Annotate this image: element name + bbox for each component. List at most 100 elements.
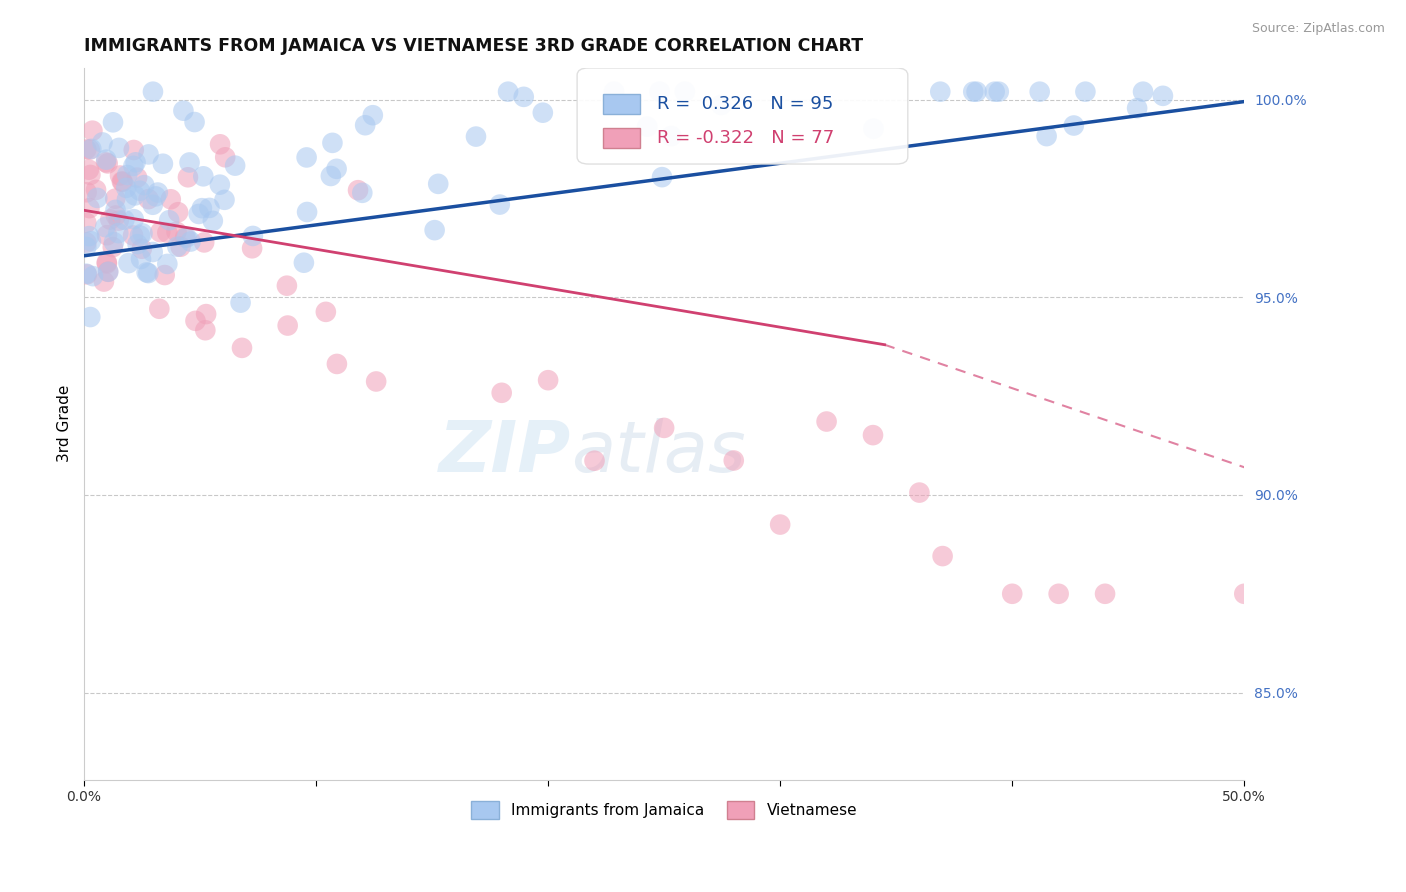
Point <box>929 85 952 99</box>
Point <box>108 141 131 155</box>
Point <box>142 198 165 212</box>
Point <box>138 147 160 161</box>
Point <box>862 121 884 136</box>
Point <box>1372 587 1395 601</box>
Point <box>142 85 165 99</box>
Text: R =  0.326   N = 95: R = 0.326 N = 95 <box>657 95 834 113</box>
FancyBboxPatch shape <box>576 68 908 164</box>
Point <box>862 428 884 442</box>
Point <box>352 186 374 200</box>
Point <box>172 103 194 118</box>
FancyBboxPatch shape <box>603 128 640 148</box>
Point <box>815 415 838 429</box>
Point <box>96 256 118 270</box>
Point <box>347 183 370 197</box>
Point <box>673 85 696 99</box>
Point <box>115 168 138 182</box>
Point <box>1132 85 1154 99</box>
Point <box>96 228 118 243</box>
Point <box>129 228 152 243</box>
Point <box>1074 85 1097 99</box>
Point <box>138 192 160 206</box>
Text: ZIP: ZIP <box>439 417 571 487</box>
Point <box>79 201 101 215</box>
Point <box>94 220 117 235</box>
Point <box>231 341 253 355</box>
Point <box>295 205 318 219</box>
Point <box>187 207 209 221</box>
Point <box>295 150 318 164</box>
Point <box>124 188 146 202</box>
Point <box>96 153 118 167</box>
Point <box>209 137 232 152</box>
Point <box>79 143 101 157</box>
Point <box>276 278 298 293</box>
Point <box>908 485 931 500</box>
Point <box>77 162 100 177</box>
Point <box>156 226 179 240</box>
Point <box>174 230 197 244</box>
FancyBboxPatch shape <box>603 95 640 114</box>
Point <box>104 192 127 206</box>
Point <box>79 310 101 324</box>
Point <box>146 186 169 200</box>
Point <box>319 169 342 183</box>
Text: R = -0.322   N = 77: R = -0.322 N = 77 <box>657 129 834 147</box>
Point <box>465 129 488 144</box>
Point <box>167 205 190 219</box>
Point <box>180 235 202 249</box>
Point <box>94 155 117 169</box>
Point <box>603 85 626 99</box>
Point <box>652 421 675 435</box>
Point <box>179 155 201 169</box>
Point <box>201 214 224 228</box>
Point <box>117 256 139 270</box>
Point <box>176 230 198 244</box>
Point <box>148 301 170 316</box>
Point <box>423 223 446 237</box>
Point <box>531 105 554 120</box>
Point <box>76 186 98 200</box>
Point <box>77 229 100 244</box>
Point <box>513 90 536 104</box>
Point <box>79 168 101 182</box>
Point <box>159 192 181 206</box>
Point <box>103 235 125 250</box>
Point <box>193 169 215 184</box>
Point <box>166 240 188 254</box>
Point <box>111 175 134 189</box>
Point <box>648 85 671 99</box>
Point <box>122 228 145 243</box>
Y-axis label: 3rd Grade: 3rd Grade <box>58 385 72 462</box>
Point <box>131 242 153 256</box>
Point <box>1028 85 1050 99</box>
Point <box>166 225 188 239</box>
Point <box>1001 587 1024 601</box>
Point <box>101 115 124 129</box>
Point <box>156 257 179 271</box>
Point <box>636 120 658 134</box>
Point <box>537 373 560 387</box>
Point <box>112 212 135 227</box>
Point <box>208 178 231 192</box>
Point <box>93 275 115 289</box>
Point <box>321 136 343 150</box>
Point <box>76 268 98 282</box>
Point <box>277 318 299 333</box>
Point <box>194 323 217 337</box>
Point <box>183 115 205 129</box>
Point <box>214 193 236 207</box>
Point <box>142 245 165 260</box>
Point <box>366 375 388 389</box>
Point <box>75 240 97 254</box>
Point <box>195 307 218 321</box>
Point <box>131 227 153 241</box>
Point <box>75 267 97 281</box>
Point <box>111 175 134 189</box>
Point <box>198 201 221 215</box>
Point <box>128 184 150 198</box>
Point <box>108 169 131 183</box>
Point <box>326 357 349 371</box>
Point <box>710 98 733 112</box>
Point <box>191 201 214 215</box>
